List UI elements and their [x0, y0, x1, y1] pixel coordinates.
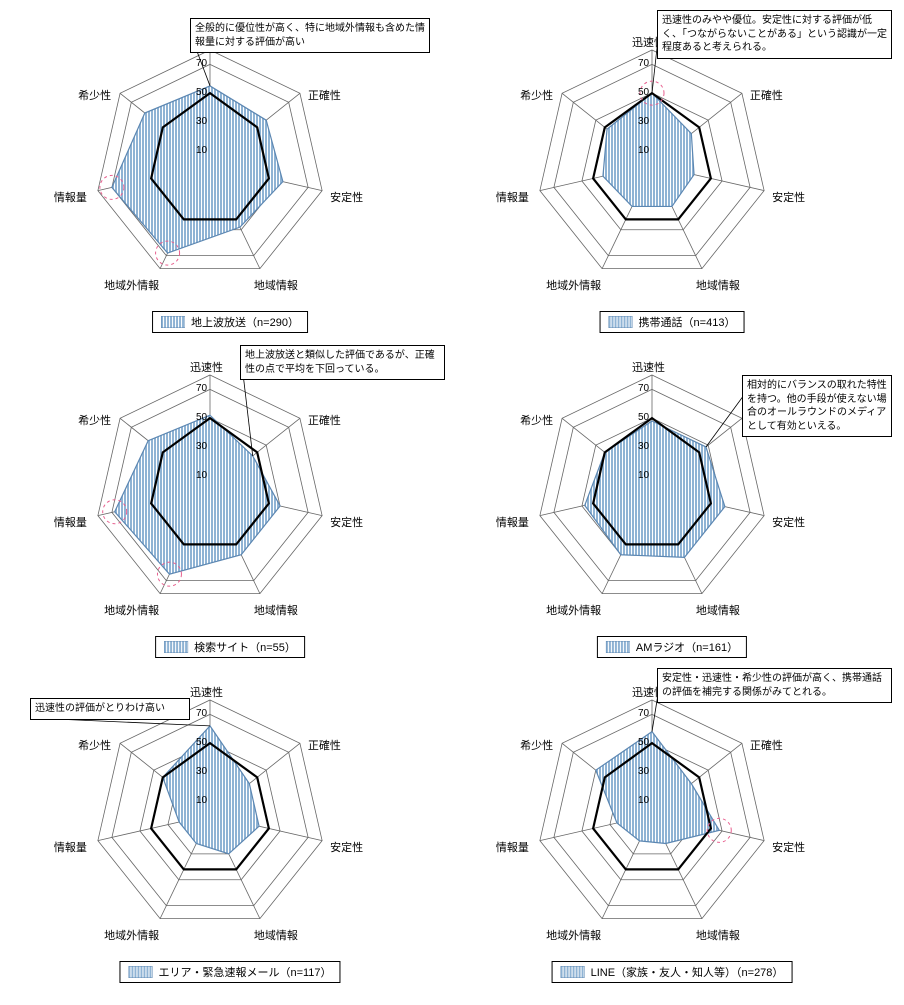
- radar-chart-2: 迅速性正確性安定性地域情報 地域外情報 情報量 希少性 10 30 50 70 地上波放送と類似…: [10, 335, 450, 660]
- tick-label: 50: [196, 737, 207, 748]
- legend: 検索サイト（n=55）: [155, 636, 305, 658]
- axis-label: 安定性: [772, 189, 805, 205]
- legend-label: LINE（家族・友人・知人等）（n=278）: [591, 964, 784, 980]
- legend: エリア・緊急速報メール（n=117）: [119, 961, 340, 983]
- tick-label: 50: [196, 412, 207, 423]
- tick-label: 70: [196, 383, 207, 394]
- legend-label: 地上波放送（n=290）: [191, 314, 299, 330]
- tick-label: 10: [638, 470, 649, 481]
- axis-label: 迅速性: [632, 359, 665, 375]
- radar-chart-1: 迅速性正確性安定性地域情報地域外情報情報量希少性10305070迅速性のみやや優…: [452, 10, 892, 335]
- axis-label: 情報量: [54, 514, 87, 530]
- annotation-box: 安定性・迅速性・希少性の評価が高く、携帯通話の評価を補完する関係がみてとれる。: [657, 668, 892, 703]
- axis-label: 安定性: [772, 514, 805, 530]
- axis-label: 安定性: [330, 514, 363, 530]
- axis-label: 希少性: [78, 87, 111, 103]
- annotation-box: 迅速性のみやや優位。安定性に対する評価が低く、「つながらないことがある」という認…: [657, 10, 892, 59]
- axis-label: 安定性: [330, 839, 363, 855]
- legend-label: 検索サイト（n=55）: [194, 639, 296, 655]
- tick-label: 10: [638, 145, 649, 156]
- axis-label: 安定性: [772, 839, 805, 855]
- tick-label: 30: [638, 766, 649, 777]
- axis-label: 迅速性: [190, 359, 223, 375]
- axis-label: 地域情報: [696, 277, 740, 293]
- axis-label: 希少性: [520, 412, 553, 428]
- legend-swatch: [161, 316, 185, 328]
- legend: 携帯通話（n=413）: [600, 311, 745, 333]
- tick-label: 10: [638, 795, 649, 806]
- legend-swatch: [128, 966, 152, 978]
- axis-label: 希少性: [520, 87, 553, 103]
- axis-label: 迅速性: [190, 684, 223, 700]
- tick-label: 30: [196, 766, 207, 777]
- chart-grid: 迅速性正確性安定性地域情報地域外情報情報量希少性10305070全般的に優位性が…: [10, 10, 894, 985]
- tick-label: 70: [638, 58, 649, 69]
- axis-label: 地域情報: [696, 602, 740, 618]
- legend-swatch: [609, 316, 633, 328]
- legend: AMラジオ（n=161）: [597, 636, 747, 658]
- legend: LINE（家族・友人・知人等）（n=278）: [552, 961, 793, 983]
- axis-label: 地域情報: [254, 602, 298, 618]
- axis-label: 希少性: [78, 412, 111, 428]
- axis-label: 地域情報: [254, 277, 298, 293]
- legend-label: 携帯通話（n=413）: [639, 314, 736, 330]
- annotation-box: 地上波放送と類似した評価であるが、正確性の点で平均を下回っている。: [240, 345, 445, 380]
- radar-chart-5: 迅速性正確性安定性地域情報地域外情報情報量希少性10305070安定性・迅速性・…: [452, 660, 892, 985]
- tick-label: 70: [638, 383, 649, 394]
- tick-label: 50: [196, 87, 207, 98]
- tick-label: 30: [638, 116, 649, 127]
- tick-label: 30: [638, 441, 649, 452]
- axis-label: 正確性: [750, 87, 783, 103]
- tick-label: 70: [638, 708, 649, 719]
- tick-label: 50: [638, 87, 649, 98]
- radar-chart-0: 迅速性正確性安定性地域情報地域外情報情報量希少性10305070全般的に優位性が…: [10, 10, 450, 335]
- axis-label: 地域外情報: [104, 277, 159, 293]
- radar-chart-4: 迅速性正確性安定性地域情報 地域外情報 情報量 希少性 10 30 50 70 迅速性の評価がと…: [10, 660, 450, 985]
- legend: 地上波放送（n=290）: [152, 311, 308, 333]
- legend-swatch: [606, 641, 630, 653]
- axis-label: 希少性: [520, 737, 553, 753]
- legend-swatch: [164, 641, 188, 653]
- tick-label: 50: [638, 737, 649, 748]
- axis-label: 情報量: [496, 839, 529, 855]
- axis-label: 正確性: [308, 412, 341, 428]
- annotation-box: 迅速性の評価がとりわけ高い: [30, 698, 190, 720]
- axis-label: 地域外情報: [104, 602, 159, 618]
- annotation-box: 相対的にバランスの取れた特性を持つ。他の手段が使えない場合のオールラウンドのメデ…: [742, 375, 892, 437]
- tick-label: 30: [196, 441, 207, 452]
- legend-label: エリア・緊急速報メール（n=117）: [158, 964, 331, 980]
- annotation-box: 全般的に優位性が高く、特に地域外情報も含めた情報量に対する評価が高い: [190, 18, 430, 53]
- axis-label: 地域情報: [254, 927, 298, 943]
- radar-chart-3: 迅速性正確性安定性地域情報地域外情報情報量希少性10305070相対的にバランス…: [452, 335, 892, 660]
- axis-label: 地域外情報: [546, 602, 601, 618]
- tick-label: 70: [196, 58, 207, 69]
- axis-label: 情報量: [496, 514, 529, 530]
- axis-label: 希少性: [78, 737, 111, 753]
- axis-label: 地域外情報: [546, 277, 601, 293]
- axis-label: 正確性: [308, 87, 341, 103]
- axis-label: 地域外情報: [546, 927, 601, 943]
- tick-label: 10: [196, 795, 207, 806]
- axis-label: 正確性: [308, 737, 341, 753]
- tick-label: 10: [196, 145, 207, 156]
- tick-label: 10: [196, 470, 207, 481]
- legend-label: AMラジオ（n=161）: [636, 639, 738, 655]
- axis-label: 地域情報: [696, 927, 740, 943]
- axis-label: 情報量: [54, 189, 87, 205]
- tick-label: 30: [196, 116, 207, 127]
- tick-label: 50: [638, 412, 649, 423]
- axis-label: 安定性: [330, 189, 363, 205]
- axis-label: 情報量: [496, 189, 529, 205]
- axis-label: 正確性: [750, 737, 783, 753]
- axis-label: 地域外情報: [104, 927, 159, 943]
- tick-label: 70: [196, 708, 207, 719]
- axis-label: 情報量: [54, 839, 87, 855]
- legend-swatch: [561, 966, 585, 978]
